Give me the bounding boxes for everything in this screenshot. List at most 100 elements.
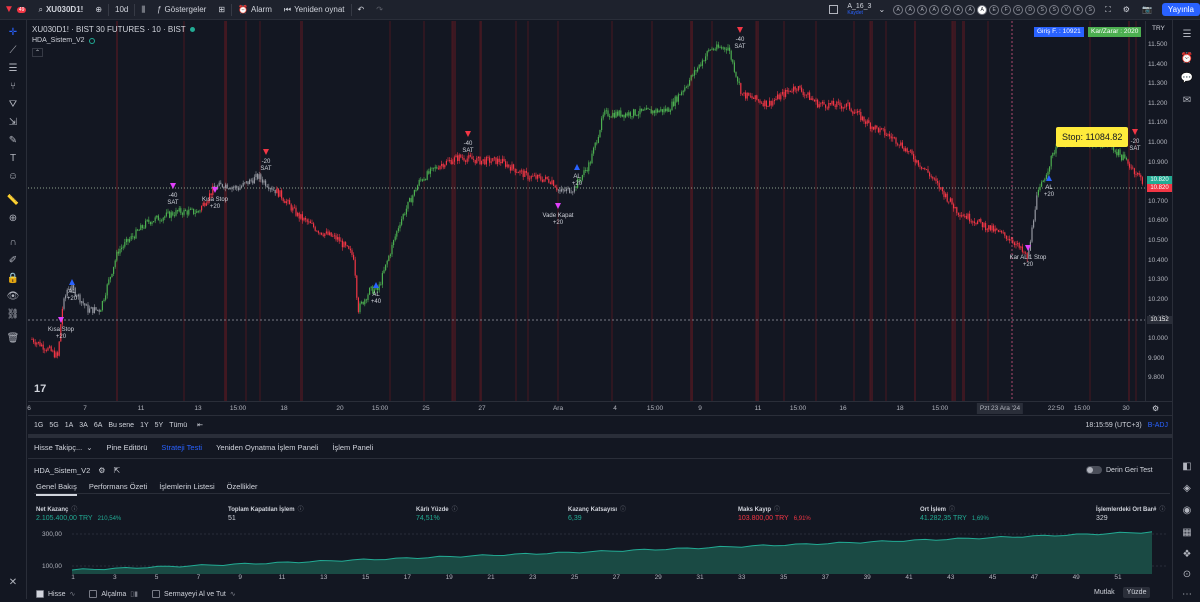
indicator-legend[interactable]: HDA_Sistem_V2	[32, 37, 95, 44]
eye-icon[interactable]: 👁	[6, 291, 20, 302]
quick-symbol-button[interactable]: E	[989, 4, 1000, 15]
legend-checkbox[interactable]	[89, 590, 98, 598]
chat-icon[interactable]: 💬	[1180, 73, 1194, 84]
menu-logo[interactable]: ▼ 49	[0, 0, 32, 20]
timeframe-button[interactable]: 1Y	[140, 421, 149, 429]
link-icon[interactable]: ⛓	[6, 309, 20, 320]
price-chart[interactable]: AL +20 Kısa Stop +20 -40 SAT Kısa Stop +20 -20 SA…	[28, 21, 1145, 401]
panel-tab[interactable]: Strateji Testi	[161, 443, 203, 452]
info-icon[interactable]: ⓘ	[949, 507, 956, 513]
strategy-subtab[interactable]: İşlemlerin Listesi	[159, 482, 215, 491]
pattern-icon[interactable]: ⛛	[8, 99, 18, 110]
percent-mode-button[interactable]: Yüzde	[1122, 587, 1151, 598]
replay-button[interactable]: ⏮ Yeniden oynat	[278, 0, 351, 20]
time-axis[interactable]: ⚙ 6 7 11 13 15:00 18 20 15:00 25 27 Ara 4 15:00 9 11 15…	[27, 401, 1172, 415]
export-icon[interactable]: ⇱	[113, 466, 121, 475]
info-icon[interactable]: ⓘ	[774, 507, 781, 513]
date-range-icon[interactable]: ⇤	[197, 422, 203, 429]
strategy-subtab[interactable]: Performans Özeti	[88, 482, 148, 491]
timeframe-button[interactable]: Bu sene	[108, 421, 135, 429]
alert-button[interactable]: ⏰ Alarm	[232, 0, 278, 20]
interval-button[interactable]: 10d	[109, 0, 134, 20]
symbol-search[interactable]: ⌕ XU030D1!	[32, 0, 89, 20]
quick-symbol-button[interactable]: S	[1037, 4, 1048, 15]
undo-button[interactable]: ↶	[352, 0, 371, 20]
axis-settings-icon[interactable]: ⚙	[1152, 404, 1160, 413]
info-icon[interactable]: ⓘ	[1159, 507, 1166, 513]
quick-symbol-button[interactable]: A	[953, 4, 964, 15]
strategy-settings-icon[interactable]: ⚙	[98, 466, 106, 475]
legend-item[interactable]: Alçalma ▯▮	[89, 590, 138, 598]
quick-symbol-button[interactable]: K	[1073, 4, 1084, 15]
info-icon[interactable]: ⓘ	[620, 507, 627, 513]
timeframe-button[interactable]: 5G	[49, 421, 59, 429]
deep-test-toggle[interactable]: Derin Geri Test	[1086, 466, 1153, 474]
absolute-mode-button[interactable]: Mutlak	[1094, 589, 1115, 596]
toggle-switch[interactable]	[1086, 466, 1102, 474]
trendline-icon[interactable]: ⟋	[9, 45, 17, 56]
publish-button[interactable]: Yayınla	[1161, 3, 1200, 16]
layout-select-button[interactable]: A_16_3 Kaydet ⌄	[823, 0, 891, 20]
templates-button[interactable]: ⊞	[212, 0, 231, 20]
panel-tab[interactable]: İşlem Paneli	[332, 443, 374, 452]
notifications-icon[interactable]: ✉	[1182, 95, 1192, 106]
panel-tab[interactable]: Pine Editörü	[106, 443, 148, 452]
timeframe-button[interactable]: 3A	[79, 421, 88, 429]
alerts-icon[interactable]: ⏰	[1180, 53, 1194, 64]
timeframe-button[interactable]: 1A	[64, 421, 74, 429]
lock-drawing-icon[interactable]: ✐	[8, 255, 18, 266]
settings-button[interactable]: ⚙	[1117, 0, 1136, 20]
currency-label[interactable]: TRY	[1152, 25, 1165, 32]
timeframe-button[interactable]: 6A	[93, 421, 103, 429]
quick-symbol-button[interactable]: V	[1061, 4, 1072, 15]
legend-checkbox[interactable]	[152, 590, 161, 598]
quick-symbol-button[interactable]: A	[893, 4, 904, 15]
quick-symbol-button[interactable]: D	[1025, 4, 1036, 15]
quick-symbol-button[interactable]: S	[1085, 4, 1096, 15]
adjustment-label[interactable]: B-ADJ	[1147, 421, 1168, 429]
calendar-icon[interactable]: ▦	[1182, 527, 1192, 538]
add-symbol-button[interactable]: ⊕	[89, 0, 108, 20]
legend-item[interactable]: Sermayeyi Al ve Tut ∿	[152, 590, 236, 598]
ideas-icon[interactable]: ◈	[1183, 483, 1191, 494]
bar-style-button[interactable]: ⫼	[135, 0, 151, 20]
brush-icon[interactable]: ✎	[8, 135, 18, 146]
timeframe-button[interactable]: 5Y	[154, 421, 164, 429]
horizontal-lines-icon[interactable]: ☰	[8, 63, 18, 74]
panel-tab[interactable]: Yeniden Oynatma İşlem Paneli	[216, 443, 319, 452]
clock-label[interactable]: 18:15:59 (UTC+3)	[1085, 421, 1142, 429]
quick-symbol-button[interactable]: F	[1001, 4, 1012, 15]
collapse-legend-button[interactable]: ⌃	[32, 48, 43, 57]
redo-button[interactable]: ↷	[370, 0, 389, 20]
magnet-icon[interactable]: ∩	[9, 237, 17, 248]
info-icon[interactable]: ⓘ	[71, 507, 78, 513]
zoom-in-icon[interactable]: ⊕	[8, 213, 18, 224]
pin-icon[interactable]: ✕	[8, 577, 18, 588]
trash-icon[interactable]: 🗑	[6, 333, 20, 344]
prediction-icon[interactable]: ⇲	[8, 117, 18, 128]
indicators-button[interactable]: ƒ Göstergeler	[151, 0, 212, 20]
streams-icon[interactable]: ◉	[1182, 505, 1192, 516]
more-icon[interactable]: ⋯	[1182, 589, 1192, 600]
price-axis[interactable]: TRY 11.500 11.400 11.300 11.200 11.100 11.000…	[1145, 21, 1172, 401]
info-icon[interactable]: ⓘ	[297, 507, 304, 513]
legend-checkbox[interactable]	[36, 590, 44, 598]
quick-symbol-button[interactable]: A	[905, 4, 916, 15]
help-icon[interactable]: ❖	[1182, 549, 1192, 560]
quick-symbol-button[interactable]: A	[929, 4, 940, 15]
screener-icon[interactable]: ◧	[1182, 461, 1192, 472]
timeframe-button[interactable]: 1G	[34, 421, 44, 429]
quick-symbol-button[interactable]: S	[1049, 4, 1060, 15]
bell-icon[interactable]: ⊙	[1182, 569, 1192, 580]
quick-symbol-button[interactable]: A	[965, 4, 976, 15]
emoji-icon[interactable]: ☺	[7, 171, 19, 182]
strategy-subtab[interactable]: Genel Bakış	[36, 482, 77, 496]
legend-item[interactable]: Hisse ∿	[36, 590, 75, 598]
info-icon[interactable]: ⓘ	[451, 507, 458, 513]
fullscreen-button[interactable]: ⛶	[1099, 0, 1117, 20]
timeframe-button[interactable]: Tümü	[169, 421, 188, 429]
strategy-subtab[interactable]: Özellikler	[226, 482, 258, 491]
quick-symbol-button[interactable]: A	[977, 4, 988, 15]
quick-symbol-button[interactable]: A	[917, 4, 928, 15]
panel-tab[interactable]: Hisse Takipç... ⌄	[34, 443, 93, 452]
